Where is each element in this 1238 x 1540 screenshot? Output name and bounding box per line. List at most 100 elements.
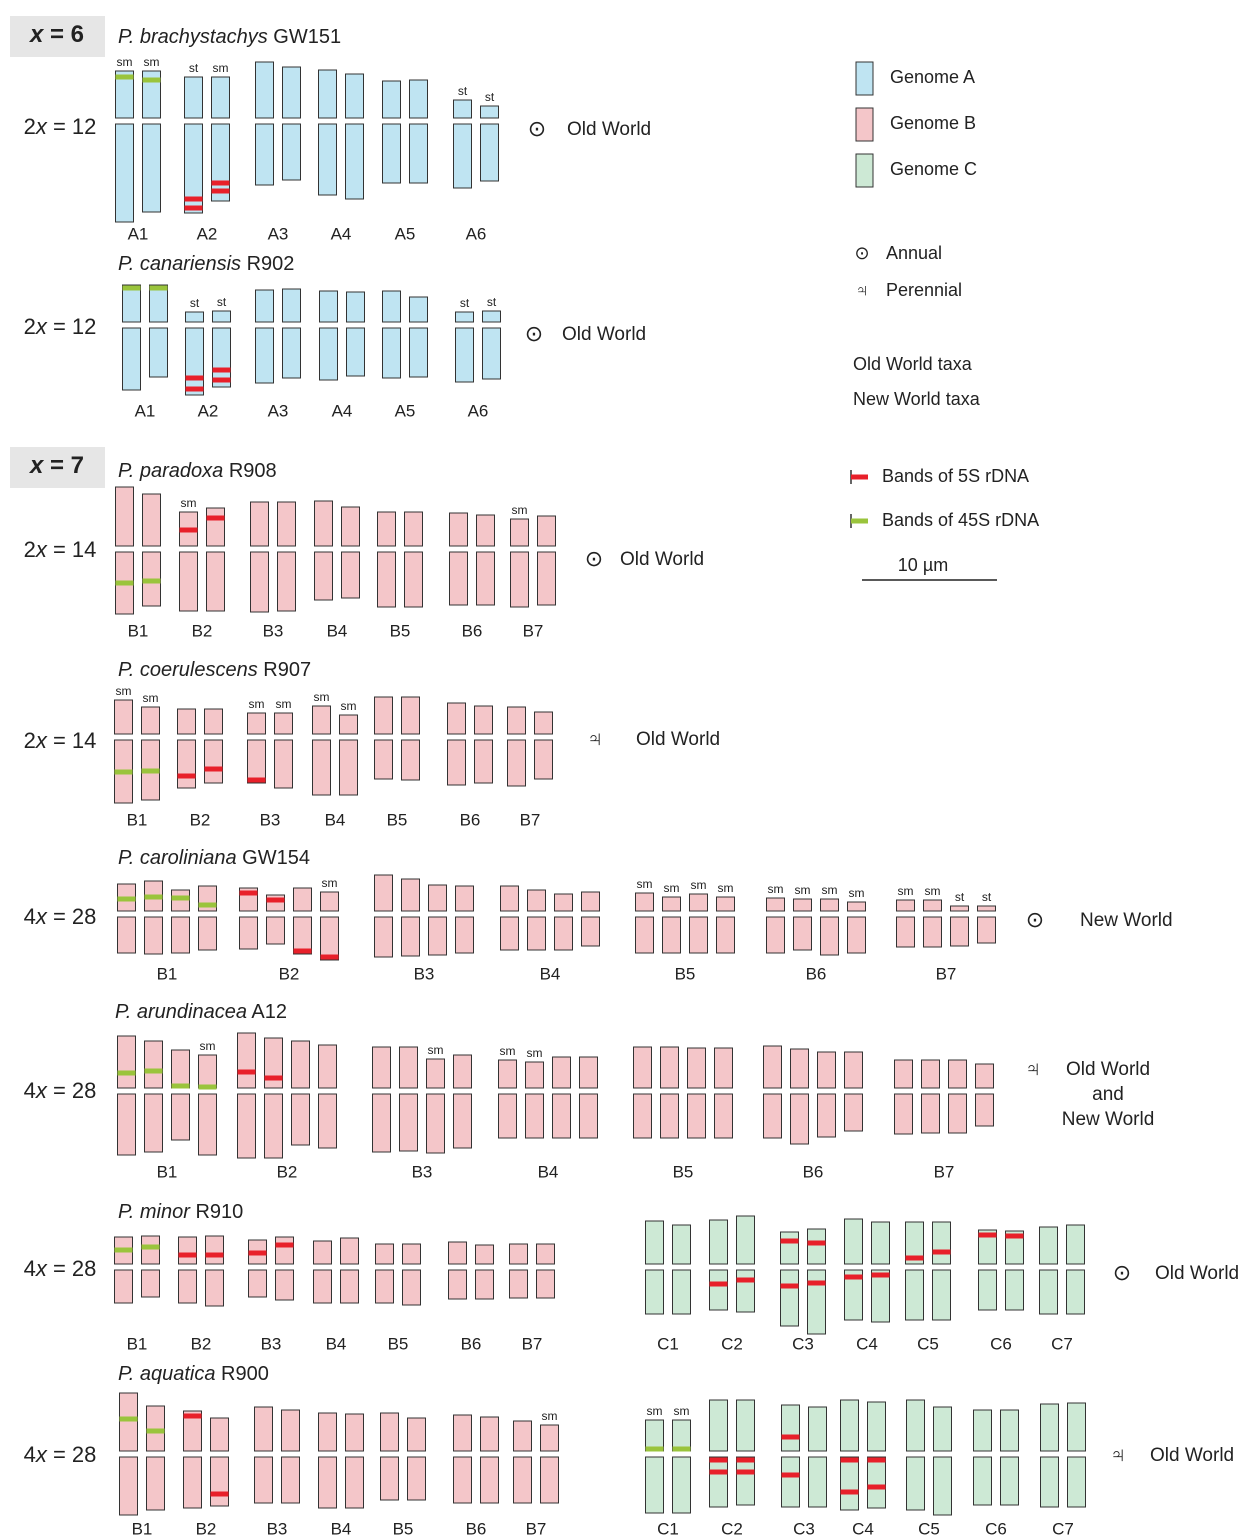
distribution: New World [1080,910,1173,931]
rdna-45s-band [142,769,160,774]
chromosome-short-arm [313,706,331,734]
species-binomial: P. coerulescens [118,659,258,681]
chromosome-short-arm [791,1049,809,1088]
chromosome-short-arm [717,897,735,911]
chromosome-long-arm [346,1457,364,1508]
legend-symbol: ⊙ [854,243,869,263]
chromosome-short-arm [142,1236,160,1264]
chromosome-long-arm [481,1457,499,1503]
rdna-5s-band [845,1275,863,1280]
chromosome-short-arm [661,1047,679,1088]
rdna-5s-band [781,1284,799,1289]
chromosome-short-arm [483,311,501,322]
chromosome-long-arm [206,1270,224,1306]
chromosome-type: sm [542,1409,558,1423]
legend-label: Genome A [890,67,975,87]
ploidy: 2x = 14 [24,537,97,562]
species-code: GW154 [237,847,310,869]
chromosome-short-arm [897,900,915,911]
chromosome-long-arm [184,1457,202,1508]
chromosome-long-arm [267,917,285,944]
life-form-symbol: ⊙ [1113,1260,1131,1285]
chromosome-long-arm [340,740,358,795]
chromosome-long-arm [115,1270,133,1303]
chromosome-long-arm [142,1270,160,1297]
rdna-5s-band [781,1239,799,1244]
chromosome-short-arm [320,291,338,322]
chromosome-long-arm [710,1270,728,1310]
legend-taxa: New World taxa [853,389,981,409]
chromosome-type: sm [213,61,229,75]
chromosome-long-arm [383,124,401,183]
chromosome-short-arm [115,700,133,734]
rdna-45s-band [142,1245,160,1250]
legend-swatch [856,108,873,141]
rdna-45s-band [115,1248,133,1253]
chromosome-group-label: A6 [468,401,489,420]
chromosome-long-arm [979,1270,997,1310]
species-binomial: P. minor [118,1201,191,1223]
chromosome-group-label: A2 [198,401,219,420]
ploidy: 4x = 28 [24,904,97,929]
species-binomial: P. caroliniana [118,847,237,869]
chromosome-short-arm [535,712,553,734]
rdna-5s-band [868,1485,886,1490]
chromosome-group-label: A1 [135,401,156,420]
chromosome-short-arm [715,1048,733,1088]
ploidy: 4x = 28 [24,1256,97,1281]
chromosome-short-arm [120,1393,138,1451]
chromosome-type: sm [898,884,914,898]
chromosome-short-arm [541,1425,559,1451]
legend-label: Annual [886,243,942,263]
chromosome-short-arm [456,886,474,911]
rdna-45s-band [145,1069,163,1074]
chromosome-short-arm [510,1244,528,1264]
chromosome-group-label: B5 [390,621,411,640]
chromosome-group-label: B2 [277,1162,298,1181]
chromosome-long-arm [381,1457,399,1500]
species-name: P. coerulescens R907 [118,659,311,681]
chromosome-long-arm [553,1094,571,1138]
chromosome-group-label: B4 [327,621,348,640]
chromosome-short-arm [448,703,466,734]
chromosome-group-label: B7 [522,1334,543,1353]
chromosome-long-arm [661,1094,679,1138]
chromosome-short-arm [934,1407,952,1451]
chromosome-group-label: C6 [985,1519,1007,1538]
chromosome-short-arm [809,1407,827,1451]
ploidy-coef: 4 [24,904,36,929]
ploidy-coef: 4 [24,1256,36,1281]
chromosome-short-arm [673,1225,691,1264]
distribution: and [1092,1084,1124,1105]
chromosome-long-arm [321,917,339,960]
chromosome-long-arm [342,552,360,598]
chromosome-short-arm [408,1418,426,1451]
species-code: GW151 [268,26,341,48]
chromosome-long-arm [476,1270,494,1299]
chromosome-long-arm [510,1270,528,1298]
rdna-5s-band [178,774,196,779]
chromosome-long-arm [895,1094,913,1134]
chromosome-short-arm [978,906,996,911]
chromosome-group-label: B7 [520,810,541,829]
chromosome-short-arm [555,894,573,911]
chromosome-long-arm [526,1094,544,1138]
rdna-5s-band [240,891,258,896]
chromosome-short-arm [528,890,546,911]
chromosome-group-label: C7 [1052,1519,1074,1538]
chromosome-long-arm [907,1457,925,1510]
chromosome-long-arm [120,1457,138,1515]
chromosome-long-arm [872,1270,890,1322]
chromosome-group-label: B2 [191,1334,212,1353]
chromosome-long-arm [410,328,428,377]
chromosome-short-arm [454,100,472,118]
chromosome-short-arm [514,1421,532,1451]
chromosome-short-arm [276,1237,294,1264]
chromosome-group-label: B7 [523,621,544,640]
chromosome-group-label: C3 [792,1334,814,1353]
chromosome-short-arm [456,312,474,322]
chromosome-group-label: C6 [990,1334,1012,1353]
chromosome-long-arm [646,1270,664,1314]
rdna-5s-band [179,1253,197,1258]
chromosome-short-arm [319,1045,337,1088]
